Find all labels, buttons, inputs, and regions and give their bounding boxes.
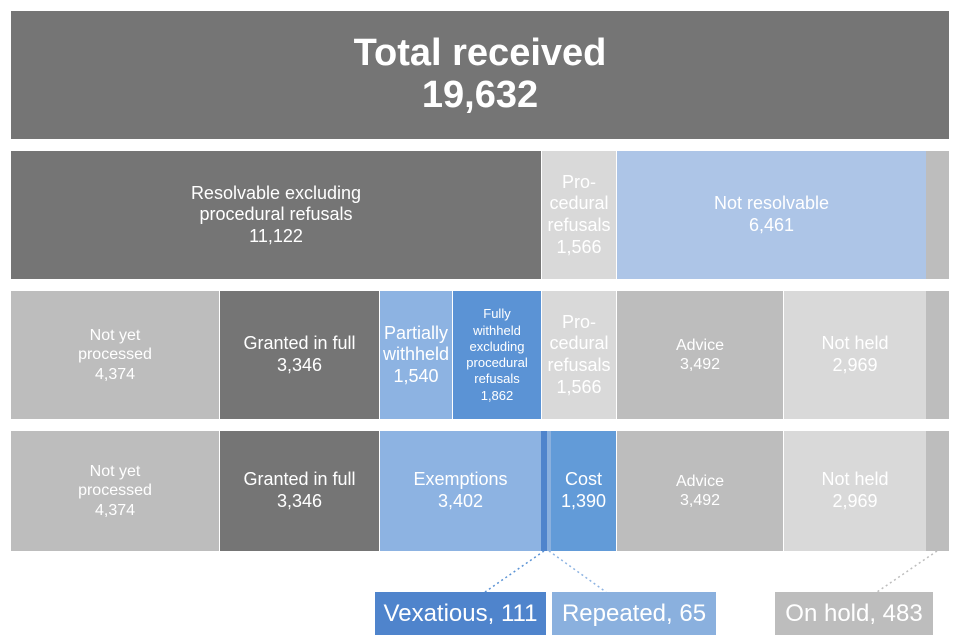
- repeated-connector: [548, 550, 607, 593]
- granted-label: Granted in full: [243, 469, 356, 490]
- procedural-label-line2: cedural: [549, 193, 609, 214]
- vexatious-connector: [484, 550, 545, 593]
- advice-value: 3,492: [679, 356, 721, 373]
- granted-value: 3,346: [276, 355, 323, 375]
- total-received-label: Total received: [353, 32, 607, 75]
- fully-value: 1,862: [480, 387, 514, 403]
- resolvable-label-line1: Resolvable excluding: [190, 182, 362, 203]
- fully-label-line2: withheld: [473, 322, 521, 338]
- fully-label-line1: Fully: [483, 306, 511, 322]
- not-held-block-row2: Not held 2,969: [784, 291, 926, 419]
- not-resolvable-value: 6,461: [748, 215, 795, 235]
- procedural-value: 1,566: [556, 376, 602, 397]
- procedural-label-line1: Pro-: [561, 171, 596, 192]
- on-hold-connector: [876, 550, 938, 593]
- advice-label: Advice: [675, 336, 725, 354]
- not-resolvable-label: Not resolvable: [713, 193, 830, 214]
- procedural-label-line2: cedural: [549, 333, 609, 354]
- on-hold-sliver-row2: [926, 291, 949, 419]
- not-yet-label-line2: processed: [78, 482, 152, 500]
- exemptions-label: Exemptions: [413, 469, 508, 490]
- resolvable-label-line2: procedural refusals: [199, 204, 353, 225]
- fully-label-line3: excluding: [469, 338, 525, 354]
- advice-value: 3,492: [679, 492, 721, 509]
- advice-block-row3: Advice 3,492: [617, 431, 783, 551]
- granted-label: Granted in full: [243, 333, 356, 354]
- not-held-label: Not held: [821, 469, 889, 490]
- granted-in-full-block-row2: Granted in full 3,346: [220, 291, 379, 419]
- not-held-value: 2,969: [832, 355, 878, 375]
- procedural-refusals-block-row2: Pro- cedural refusals 1,566: [542, 291, 616, 419]
- fully-label-line5: refusals: [474, 371, 520, 387]
- procedural-label-line3: refusals: [547, 355, 611, 375]
- fully-withheld-block: Fully withheld excluding procedural refu…: [453, 291, 541, 419]
- not-yet-processed-block-row3: Not yet processed 4,374: [11, 431, 219, 551]
- not-yet-value: 4,374: [94, 501, 136, 519]
- not-yet-label-line1: Not yet: [89, 327, 141, 345]
- advice-block-row2: Advice 3,492: [617, 291, 783, 419]
- vexatious-callout: Vexatious, 111: [375, 592, 546, 635]
- exemptions-value: 3,402: [437, 491, 484, 511]
- procedural-refusals-block-row1: Pro- cedural refusals 1,566: [542, 151, 616, 279]
- not-yet-processed-block-row2: Not yet processed 4,374: [11, 291, 219, 419]
- not-held-label: Not held: [821, 333, 889, 354]
- partially-value: 1,540: [393, 365, 439, 386]
- granted-value: 3,346: [276, 491, 323, 511]
- resolvable-value: 11,122: [249, 225, 303, 246]
- cost-value: 1,390: [560, 491, 607, 511]
- on-hold-callout: On hold, 483: [775, 592, 933, 635]
- repeated-callout: Repeated, 65: [552, 592, 716, 635]
- total-received-value: 19,632: [421, 74, 539, 116]
- procedural-label-line3: refusals: [547, 215, 611, 235]
- partially-withheld-block: Partially withheld 1,540: [380, 291, 452, 419]
- procedural-value: 1,566: [556, 236, 602, 257]
- fully-label-line4: procedural: [466, 355, 528, 370]
- not-yet-label-line2: processed: [78, 346, 152, 364]
- vexatious-sliver: [541, 431, 547, 551]
- exemptions-block: Exemptions 3,402: [380, 431, 541, 551]
- cost-label: Cost: [564, 469, 602, 490]
- granted-in-full-block-row3: Granted in full 3,346: [220, 431, 379, 551]
- repeated-sliver: [547, 431, 551, 551]
- total-received-block: Total received 19,632: [11, 11, 949, 139]
- not-resolvable-block: Not resolvable 6,461: [617, 151, 926, 279]
- not-held-block-row3: Not held 2,969: [784, 431, 926, 551]
- advice-label: Advice: [675, 472, 725, 490]
- on-hold-sliver-row3: [926, 431, 949, 551]
- cost-block: Cost 1,390: [551, 431, 616, 551]
- not-held-value: 2,969: [832, 491, 878, 511]
- procedural-label-line1: Pro-: [561, 311, 596, 332]
- partially-label-line2: withheld: [382, 344, 450, 365]
- on-hold-sliver-row1: [926, 151, 949, 279]
- partially-label-line1: Partially: [383, 322, 449, 343]
- not-yet-value: 4,374: [94, 365, 136, 383]
- not-yet-label-line1: Not yet: [89, 463, 141, 481]
- resolvable-block: Resolvable excluding procedural refusals…: [11, 151, 541, 279]
